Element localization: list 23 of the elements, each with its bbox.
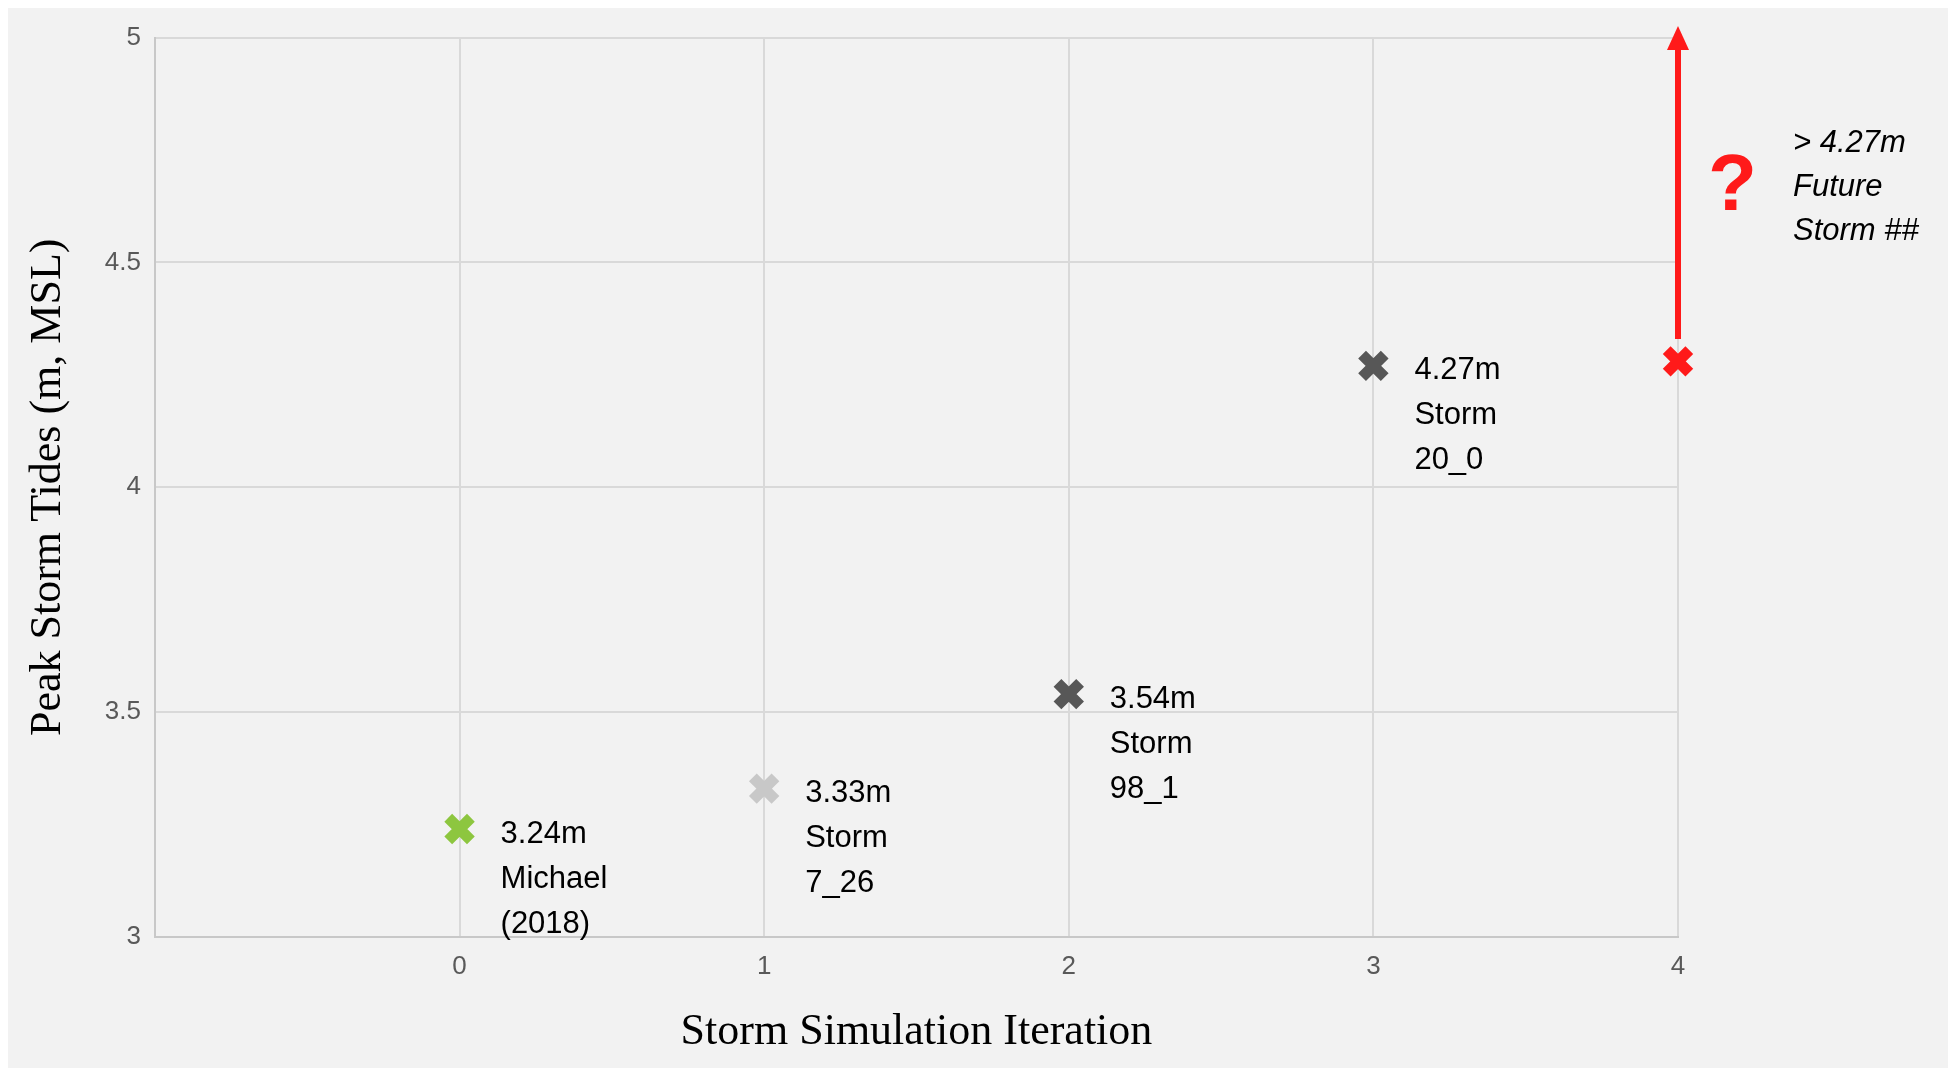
point xyxy=(747,771,781,806)
text: > 4.27m Future Storm ## xyxy=(1793,124,1920,248)
annotation: 4.27m Storm 20_0 xyxy=(1414,351,1501,477)
y-tick-label: 3.5 xyxy=(104,695,141,726)
point xyxy=(1051,677,1086,711)
x-tick-label: 1 xyxy=(756,949,772,980)
x-tick-label: 4 xyxy=(1670,949,1686,980)
y-tick-label: 3 xyxy=(126,920,141,951)
y-tick-label: 4.5 xyxy=(104,245,141,276)
y-tick-label: 4 xyxy=(126,470,141,501)
x-axis-title: Storm Simulation Iteration xyxy=(680,1005,1153,1055)
point xyxy=(442,812,477,846)
x-tick-label: 3 xyxy=(1366,949,1381,980)
point xyxy=(1356,349,1391,383)
text: ? xyxy=(1708,137,1757,227)
point xyxy=(1661,344,1695,379)
annotation: 3.33m Storm 7_26 xyxy=(805,774,892,900)
x-tick-label: 0 xyxy=(452,949,467,980)
annotation: 3.24m Michael (2018) xyxy=(500,814,608,940)
y-axis-title: Peak Storm Tides (m, MSL) xyxy=(20,238,70,737)
y-tick-label: 5 xyxy=(126,20,141,51)
x-tick-label: 2 xyxy=(1061,949,1077,980)
annotation: 3.54m Storm 98_1 xyxy=(1109,679,1196,805)
